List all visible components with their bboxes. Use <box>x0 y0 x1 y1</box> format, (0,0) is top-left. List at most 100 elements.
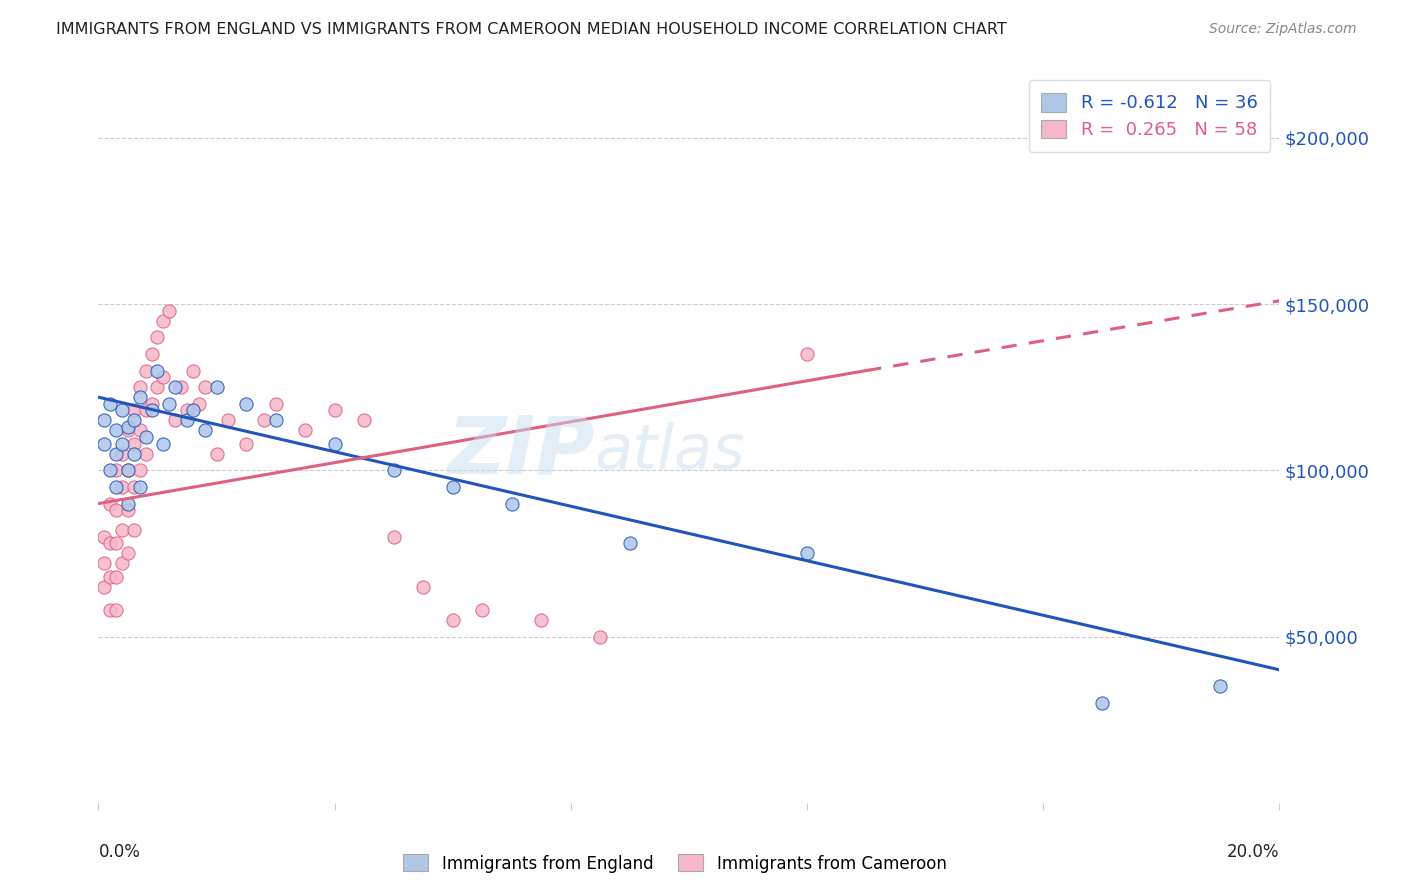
Point <box>589 630 612 644</box>
Point <box>117 420 139 434</box>
Point <box>294 424 316 438</box>
Point <box>796 347 818 361</box>
Text: ZIP: ZIP <box>447 413 595 491</box>
Point <box>93 436 115 450</box>
Point <box>235 397 257 411</box>
Point <box>181 363 204 377</box>
Point <box>146 380 169 394</box>
Point <box>165 413 187 427</box>
Point <box>135 403 157 417</box>
Point <box>152 370 174 384</box>
Point <box>117 463 139 477</box>
Point <box>194 424 217 438</box>
Point <box>128 480 150 494</box>
Point <box>530 613 553 627</box>
Point <box>1091 696 1114 710</box>
Point <box>105 603 128 617</box>
Point <box>122 413 145 427</box>
Point <box>264 413 287 427</box>
Point <box>111 480 134 494</box>
Point <box>122 436 145 450</box>
Point <box>135 363 157 377</box>
Point <box>117 546 139 560</box>
Point <box>141 347 163 361</box>
Point <box>122 447 145 461</box>
Point <box>323 436 346 450</box>
Point <box>1209 680 1232 694</box>
Point <box>117 424 139 438</box>
Point <box>323 403 346 417</box>
Point <box>122 403 145 417</box>
Point <box>105 447 128 461</box>
Text: IMMIGRANTS FROM ENGLAND VS IMMIGRANTS FROM CAMEROON MEDIAN HOUSEHOLD INCOME CORR: IMMIGRANTS FROM ENGLAND VS IMMIGRANTS FR… <box>56 22 1007 37</box>
Text: atlas: atlas <box>595 422 745 482</box>
Point <box>93 580 115 594</box>
Point <box>205 380 228 394</box>
Point <box>194 380 217 394</box>
Point <box>128 463 150 477</box>
Point <box>93 557 115 571</box>
Point <box>93 530 115 544</box>
Point <box>98 603 121 617</box>
Point <box>122 480 145 494</box>
Point <box>135 447 157 461</box>
Point <box>152 436 174 450</box>
Point <box>441 480 464 494</box>
Point <box>264 397 287 411</box>
Point <box>353 413 375 427</box>
Point <box>117 503 139 517</box>
Point <box>235 436 257 450</box>
Point <box>111 447 134 461</box>
Point <box>217 413 239 427</box>
Text: Source: ZipAtlas.com: Source: ZipAtlas.com <box>1209 22 1357 37</box>
Point <box>105 536 128 550</box>
Point <box>105 503 128 517</box>
Text: 20.0%: 20.0% <box>1227 843 1279 861</box>
Text: 0.0%: 0.0% <box>98 843 141 861</box>
Point <box>501 497 523 511</box>
Point <box>441 613 464 627</box>
Point <box>382 530 405 544</box>
Point <box>141 397 163 411</box>
Point <box>619 536 641 550</box>
Point <box>98 463 121 477</box>
Point <box>111 403 134 417</box>
Point <box>98 497 121 511</box>
Point <box>105 424 128 438</box>
Point <box>176 413 198 427</box>
Point <box>146 330 169 344</box>
Point <box>146 363 169 377</box>
Point <box>253 413 276 427</box>
Point <box>141 403 163 417</box>
Legend: Immigrants from England, Immigrants from Cameroon: Immigrants from England, Immigrants from… <box>396 847 953 880</box>
Point <box>128 424 150 438</box>
Point <box>105 463 128 477</box>
Point <box>170 380 193 394</box>
Point <box>105 570 128 584</box>
Point <box>117 463 139 477</box>
Point <box>128 390 150 404</box>
Point <box>93 413 115 427</box>
Point <box>98 536 121 550</box>
Point <box>412 580 434 594</box>
Point <box>157 303 180 318</box>
Point <box>98 570 121 584</box>
Point <box>796 546 818 560</box>
Point <box>181 403 204 417</box>
Point <box>176 403 198 417</box>
Point <box>111 557 134 571</box>
Point <box>122 523 145 537</box>
Point <box>382 463 405 477</box>
Point <box>187 397 209 411</box>
Legend: R = -0.612   N = 36, R =  0.265   N = 58: R = -0.612 N = 36, R = 0.265 N = 58 <box>1029 80 1271 152</box>
Point <box>135 430 157 444</box>
Point <box>165 380 187 394</box>
Point <box>111 436 134 450</box>
Point <box>98 397 121 411</box>
Point <box>117 497 139 511</box>
Point <box>111 523 134 537</box>
Point <box>471 603 494 617</box>
Point <box>205 447 228 461</box>
Point <box>128 380 150 394</box>
Point <box>105 480 128 494</box>
